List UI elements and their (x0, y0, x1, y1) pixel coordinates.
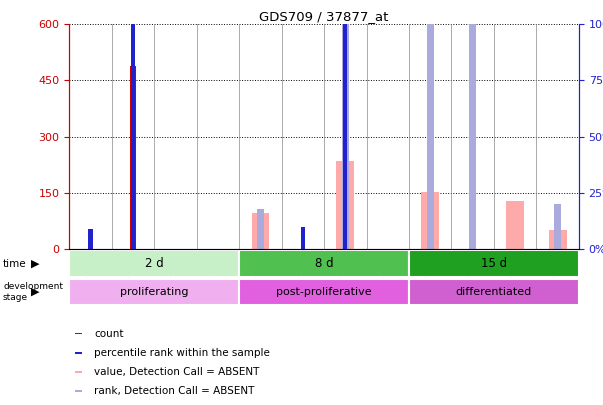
Text: 15 d: 15 d (481, 257, 507, 270)
Bar (549, 230, 567, 249)
Bar (239, 279, 409, 305)
Text: count: count (94, 328, 124, 339)
Bar (427, 0, 434, 249)
Bar (301, 226, 305, 249)
Text: proliferating: proliferating (120, 287, 189, 297)
Bar (89, 229, 93, 249)
Bar (131, 0, 135, 249)
Bar (409, 250, 579, 277)
Bar (469, 6, 476, 249)
Bar (257, 209, 264, 249)
Bar (69, 279, 239, 305)
Bar (75, 333, 81, 335)
Bar (554, 204, 561, 249)
Text: 8 d: 8 d (315, 257, 333, 270)
Text: time: time (3, 259, 27, 269)
Text: value, Detection Call = ABSENT: value, Detection Call = ABSENT (94, 367, 259, 377)
Text: post-proliferative: post-proliferative (276, 287, 372, 297)
Text: 2 d: 2 d (145, 257, 163, 270)
Bar (421, 192, 439, 249)
Text: differentiated: differentiated (456, 287, 532, 297)
Bar (342, 0, 349, 249)
Text: rank, Detection Call = ABSENT: rank, Detection Call = ABSENT (94, 386, 254, 396)
Bar (69, 250, 239, 277)
Bar (75, 371, 81, 373)
Text: development
stage: development stage (3, 282, 63, 302)
Bar (336, 161, 354, 249)
Bar (130, 66, 136, 249)
Bar (75, 352, 81, 354)
Text: ▶: ▶ (31, 259, 39, 269)
Text: ▶: ▶ (31, 287, 39, 297)
Bar (409, 279, 579, 305)
Title: GDS709 / 37877_at: GDS709 / 37877_at (259, 10, 389, 23)
Bar (251, 213, 270, 249)
Text: percentile rank within the sample: percentile rank within the sample (94, 348, 270, 358)
Bar (239, 250, 409, 277)
Bar (507, 201, 524, 249)
Bar (75, 390, 81, 392)
Bar (343, 0, 347, 249)
